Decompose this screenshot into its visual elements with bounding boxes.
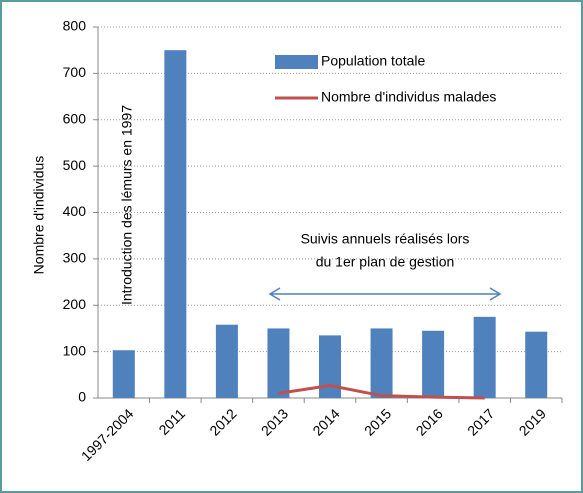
annotation: du 1er plan de gestion <box>316 254 455 270</box>
legend-swatch <box>275 55 318 69</box>
legend-label: Population totale <box>321 53 426 69</box>
y-tick-label: 100 <box>63 342 87 358</box>
bar <box>319 335 341 398</box>
bar <box>215 324 238 398</box>
arrow <box>268 287 502 301</box>
bar <box>422 330 445 398</box>
y-axis-label: Nombre d'individus <box>31 156 47 275</box>
y-tick-label: 0 <box>78 389 86 405</box>
y-tick-label: 200 <box>63 296 87 312</box>
y-tick-label: 600 <box>63 110 87 126</box>
y-tick-label: 400 <box>63 203 87 219</box>
legend-label: Nombre d'individus malades <box>321 89 496 105</box>
y-tick-label: 500 <box>63 157 87 173</box>
annotation: Introduction des lémurs en 1997 <box>119 105 135 305</box>
bar <box>525 331 548 398</box>
line <box>278 383 485 400</box>
y-tick-label: 300 <box>63 250 87 266</box>
bar <box>267 328 290 398</box>
bar <box>473 316 496 398</box>
bar <box>370 328 393 398</box>
y-tick-label: 700 <box>63 64 87 80</box>
bar <box>112 350 135 398</box>
bar <box>164 50 187 398</box>
y-tick-label: 800 <box>63 18 87 34</box>
annotation: Suivis annuels réalisés lors <box>301 231 470 247</box>
